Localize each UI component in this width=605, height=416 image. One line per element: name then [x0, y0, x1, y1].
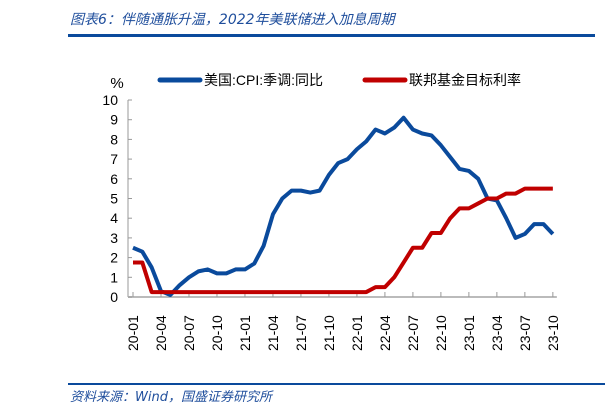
x-tick-label: 20-04 [153, 315, 169, 351]
y-tick-label: 1 [110, 269, 118, 285]
x-tick-label: 22-07 [405, 315, 421, 351]
x-tick-label: 22-01 [349, 315, 365, 351]
y-tick-label: 8 [110, 131, 118, 147]
x-tick-label: 22-10 [433, 315, 449, 351]
x-tick-label: 23-01 [461, 315, 477, 351]
y-tick-label: 7 [110, 151, 118, 167]
y-tick-label: 9 [110, 112, 118, 128]
y-tick-label: 4 [110, 210, 118, 226]
series-line-0 [132, 115, 555, 298]
x-tick-label: 21-04 [265, 315, 281, 351]
y-tick-label: 0 [110, 289, 118, 305]
x-tick-label: 21-10 [321, 315, 337, 351]
x-tick-label: 20-01 [125, 315, 141, 351]
y-tick-label: 3 [110, 230, 118, 246]
source-note: 资料来源：Wind，国盛证券研究所 [70, 390, 272, 405]
title-divider [68, 34, 595, 37]
legend-label: 联邦基金目标利率 [409, 72, 521, 88]
x-tick-label: 21-01 [237, 315, 253, 351]
y-tick-label: 10 [102, 92, 118, 108]
legend-label: 美国:CPI:季调:同比 [204, 72, 323, 88]
x-tick-label: 22-04 [377, 315, 393, 351]
series-line-1 [133, 186, 553, 295]
x-tick-label: 20-10 [209, 315, 225, 351]
y-tick-label: 5 [110, 191, 118, 207]
chart: 0 1 2 3 4 5 6 7 8 9 10% 20-01 20-04 20-07 20-10 21-01 21… [102, 72, 561, 351]
chart-title: 图表6：伴随通胀升温，2022年美联储进入加息周期 [70, 12, 395, 28]
x-tick-label: 23-04 [489, 315, 505, 351]
x-tick-label: 23-07 [517, 315, 533, 351]
y-axis-unit: % [110, 75, 123, 92]
y-tick-label: 2 [110, 250, 118, 266]
x-tick-label: 21-07 [293, 315, 309, 351]
x-tick-label: 23-10 [545, 315, 561, 351]
x-tick-label: 20-07 [181, 315, 197, 351]
footer-divider [68, 383, 605, 385]
y-tick-label: 6 [110, 171, 118, 187]
